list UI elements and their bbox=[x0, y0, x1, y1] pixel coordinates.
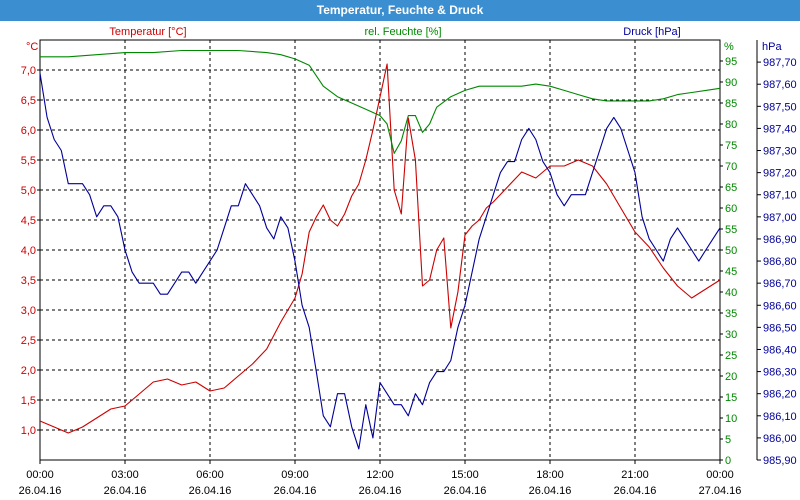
grid bbox=[39, 39, 721, 461]
pressure-tick-label: 986,70 bbox=[763, 278, 797, 290]
window-title: Temperatur, Feuchte & Druck bbox=[0, 0, 800, 21]
pressure-tick-label: 986,60 bbox=[763, 300, 797, 312]
x-tick-date: 26.04.16 bbox=[614, 485, 657, 497]
x-tick-time: 06:00 bbox=[196, 469, 224, 481]
x-tick-time: 09:00 bbox=[281, 469, 309, 481]
pressure-tick-label: 986,80 bbox=[763, 256, 797, 268]
pressure-tick-label: 986,10 bbox=[763, 411, 797, 423]
pressure-tick-label: 987,30 bbox=[763, 146, 797, 158]
x-tick-time: 00:00 bbox=[706, 469, 734, 481]
humidity-tick-label: 45 bbox=[725, 266, 737, 278]
humidity-tick-label: 55 bbox=[725, 224, 737, 236]
pressure-tick-label: 987,10 bbox=[763, 190, 797, 202]
x-tick-time: 21:00 bbox=[621, 469, 649, 481]
temperature-tick-label: 4,0 bbox=[21, 245, 36, 257]
x-tick-date: 26.04.16 bbox=[444, 485, 487, 497]
humidity-tick-label: 95 bbox=[725, 56, 737, 68]
temperature-tick-label: 2,5 bbox=[21, 335, 36, 347]
pressure-tick-label: 987,20 bbox=[763, 168, 797, 180]
series-layer bbox=[39, 49, 721, 450]
humidity-tick-label: 20 bbox=[725, 371, 737, 383]
pressure-tick-label: 986,90 bbox=[763, 234, 797, 246]
temperature-tick-label: 3,5 bbox=[21, 275, 36, 287]
x-tick-time: 00:00 bbox=[26, 469, 54, 481]
series-line-humidity bbox=[40, 49, 721, 154]
humidity-axis-label: rel. Feuchte [%] bbox=[364, 26, 441, 38]
temperature-axis-label: Temperatur [°C] bbox=[109, 26, 186, 38]
humidity-tick-label: 75 bbox=[725, 140, 737, 152]
x-tick-time: 12:00 bbox=[366, 469, 394, 481]
pressure-tick-label: 985,90 bbox=[763, 455, 797, 467]
temperature-tick-label: 5,0 bbox=[21, 185, 36, 197]
humidity-tick-label: 35 bbox=[725, 308, 737, 320]
temperature-tick-label: 7,0 bbox=[21, 65, 36, 77]
temperature-tick-label: 1,0 bbox=[21, 425, 36, 437]
pressure-axis-unit: hPa bbox=[762, 41, 782, 53]
axes-layer: 00:00 26.04.16 03:00 26.04.16 06:00 26.04.16 0… bbox=[19, 40, 797, 497]
temperature-tick-label: 2,0 bbox=[21, 365, 36, 377]
temperature-tick-label: 5,5 bbox=[21, 155, 36, 167]
temperature-tick-label: 6,0 bbox=[21, 125, 36, 137]
temperature-tick-label: 1,5 bbox=[21, 395, 36, 407]
x-tick-date: 26.04.16 bbox=[359, 485, 402, 497]
humidity-tick-label: 15 bbox=[725, 392, 737, 404]
temperature-tick-label: 6,5 bbox=[21, 95, 36, 107]
x-tick-time: 03:00 bbox=[111, 469, 139, 481]
temperature-tick-label: 3,0 bbox=[21, 305, 36, 317]
x-tick-date: 26.04.16 bbox=[189, 485, 232, 497]
humidity-tick-label: 90 bbox=[725, 77, 737, 89]
humidity-tick-label: 85 bbox=[725, 98, 737, 110]
humidity-tick-label: 40 bbox=[725, 287, 737, 299]
x-tick-date: 26.04.16 bbox=[19, 485, 62, 497]
pressure-tick-label: 986,00 bbox=[763, 433, 797, 445]
x-tick-time: 15:00 bbox=[451, 469, 479, 481]
pressure-tick-label: 986,20 bbox=[763, 389, 797, 401]
humidity-tick-label: 80 bbox=[725, 119, 737, 131]
humidity-axis-unit: % bbox=[724, 41, 734, 53]
x-tick-date: 26.04.16 bbox=[274, 485, 317, 497]
series-line-pressure bbox=[39, 73, 721, 450]
pressure-tick-label: 986,30 bbox=[763, 367, 797, 379]
humidity-tick-label: 30 bbox=[725, 329, 737, 341]
humidity-tick-label: 65 bbox=[725, 182, 737, 194]
pressure-tick-label: 987,50 bbox=[763, 101, 797, 113]
temperature-tick-label: 4,5 bbox=[21, 215, 36, 227]
humidity-tick-label: 10 bbox=[725, 413, 737, 425]
humidity-tick-label: 70 bbox=[725, 161, 737, 173]
humidity-tick-label: 60 bbox=[725, 203, 737, 215]
humidity-tick-label: 50 bbox=[725, 245, 737, 257]
pressure-tick-label: 987,60 bbox=[763, 79, 797, 91]
humidity-tick-label: 5 bbox=[725, 434, 731, 446]
x-tick-date: 26.04.16 bbox=[529, 485, 572, 497]
series-line-temperature bbox=[39, 63, 721, 434]
x-tick-date: 27.04.16 bbox=[699, 485, 742, 497]
humidity-tick-label: 0 bbox=[725, 455, 731, 467]
pressure-tick-label: 986,40 bbox=[763, 344, 797, 356]
temperature-axis-unit: °C bbox=[26, 41, 38, 53]
pressure-tick-label: 987,70 bbox=[763, 57, 797, 69]
x-tick-time: 18:00 bbox=[536, 469, 564, 481]
pressure-tick-label: 987,00 bbox=[763, 212, 797, 224]
pressure-tick-label: 987,40 bbox=[763, 123, 797, 135]
pressure-tick-label: 986,50 bbox=[763, 322, 797, 334]
humidity-tick-label: 25 bbox=[725, 350, 737, 362]
x-tick-date: 26.04.16 bbox=[104, 485, 147, 497]
pressure-axis-label: Druck [hPa] bbox=[623, 26, 680, 38]
